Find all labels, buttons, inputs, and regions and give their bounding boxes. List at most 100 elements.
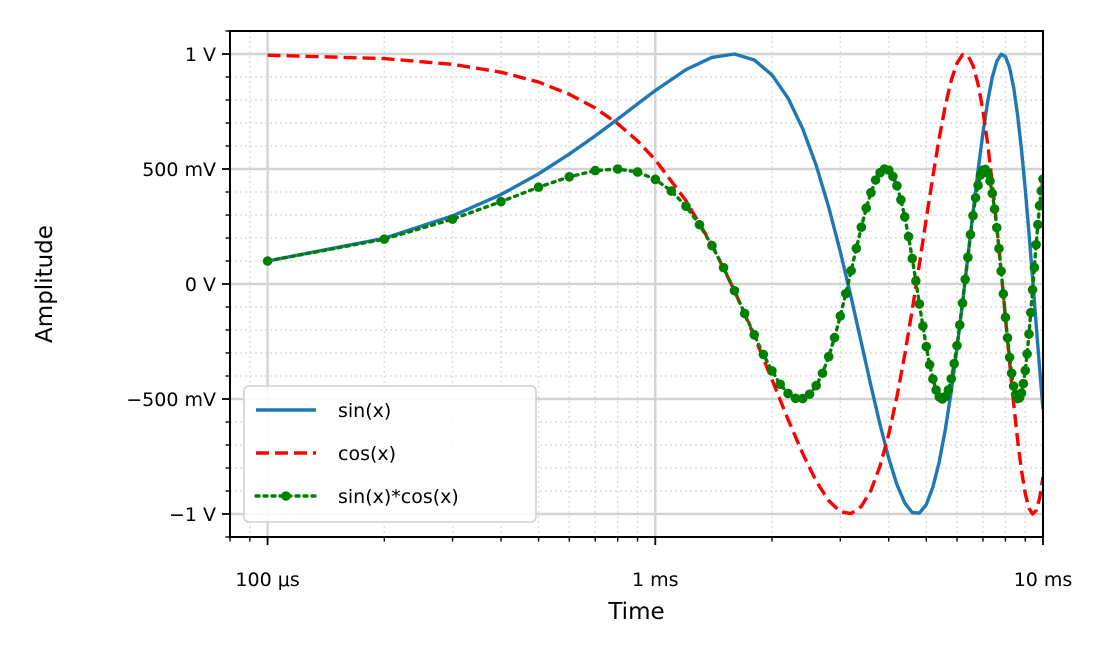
series-marker — [846, 265, 856, 276]
series-marker — [1025, 307, 1036, 318]
series-marker — [991, 222, 1002, 233]
y-axis-title: Amplitude — [32, 225, 58, 343]
series-marker — [650, 174, 661, 185]
series-marker — [739, 308, 750, 319]
series-marker — [952, 340, 962, 351]
series-marker — [379, 234, 390, 244]
x-tick-label: 1 ms — [632, 569, 679, 591]
series-marker — [612, 164, 623, 174]
series-marker — [817, 368, 828, 379]
series-marker — [911, 276, 921, 286]
series-marker — [892, 180, 902, 191]
series-marker — [957, 298, 968, 308]
series-marker — [681, 201, 691, 212]
series-marker — [907, 253, 918, 264]
series-marker — [1033, 219, 1043, 230]
series-marker — [1018, 378, 1029, 389]
legend: sin(x) cos(x) sin(x)*cos(x) — [243, 385, 537, 523]
series-marker — [496, 196, 506, 207]
series-marker — [866, 187, 876, 198]
series-marker — [694, 219, 705, 230]
series-marker — [1027, 284, 1038, 295]
series-line-3 — [265, 167, 1043, 401]
series-marker — [718, 262, 729, 273]
series-marker — [783, 388, 793, 399]
legend-label-2: cos(x) — [338, 443, 396, 465]
series-marker — [965, 229, 976, 240]
series-marker — [914, 299, 925, 309]
series-marker — [982, 168, 993, 178]
series-marker — [973, 180, 983, 191]
series-marker — [790, 393, 801, 404]
series-marker — [758, 349, 769, 360]
series-marker — [943, 385, 954, 395]
series-marker — [921, 341, 932, 352]
series-marker — [804, 389, 815, 399]
series-marker — [1000, 312, 1011, 323]
series-marker — [829, 332, 840, 343]
series-marker — [1029, 262, 1040, 273]
series-marker — [1034, 200, 1043, 211]
legend-swatch-marker — [281, 491, 291, 501]
series-marker — [811, 380, 821, 391]
series-marker — [564, 172, 575, 182]
series-marker — [989, 204, 1000, 214]
x-tick-label: 10 ms — [1014, 569, 1073, 591]
series-marker — [851, 243, 862, 254]
series-marker — [861, 203, 872, 213]
legend-label-3: sin(x)*cos(x) — [338, 486, 459, 508]
series-marker — [899, 212, 910, 222]
series-marker — [918, 321, 928, 331]
y-tick-label: 0 V — [185, 274, 216, 296]
series-marker — [533, 182, 544, 192]
series-marker — [896, 195, 906, 205]
series-marker — [856, 222, 867, 232]
series-marker — [1008, 381, 1019, 391]
series-marker — [924, 359, 935, 370]
series-marker — [1020, 365, 1031, 376]
series-marker — [632, 167, 643, 177]
series-marker — [835, 311, 846, 321]
series-marker — [888, 171, 898, 182]
series-marker — [1024, 329, 1034, 339]
series-marker — [1022, 349, 1032, 359]
series-marker — [928, 374, 938, 384]
series-marker — [996, 266, 1006, 276]
series-marker — [994, 243, 1004, 254]
y-tick-label: −1 V — [169, 504, 216, 526]
series-marker — [1031, 239, 1041, 250]
y-axis-ticks: 1 V 500 mV 0 V −500 mV −1 V — [126, 30, 230, 538]
series-marker — [1016, 388, 1027, 398]
series-marker — [963, 252, 973, 263]
series-marker — [707, 240, 717, 251]
series-marker — [946, 373, 957, 384]
series-marker — [1036, 186, 1043, 196]
series-marker — [1002, 333, 1013, 343]
series-marker — [840, 288, 851, 299]
series-marker — [767, 366, 777, 376]
series-marker — [870, 175, 881, 185]
x-axis-title: Time — [607, 599, 664, 625]
series-marker — [797, 393, 808, 404]
x-axis-ticks: 100 μs 1 ms 10 ms — [229, 537, 1073, 591]
series-layer — [262, 52, 1043, 516]
series-marker — [447, 214, 458, 224]
series-marker — [262, 256, 273, 266]
series-marker — [749, 330, 760, 340]
series-marker — [998, 289, 1009, 299]
series-marker — [954, 320, 965, 330]
series-marker — [729, 285, 740, 296]
series-marker — [949, 358, 959, 369]
x-tick-label: 100 μs — [235, 569, 299, 591]
series-marker — [903, 231, 914, 242]
series-marker — [666, 186, 677, 196]
series-marker — [823, 351, 834, 362]
series-line-1 — [267, 52, 1043, 515]
y-tick-label: 1 V — [185, 44, 216, 66]
series-marker — [960, 274, 970, 285]
series-marker — [590, 165, 601, 176]
y-tick-label: 500 mV — [142, 159, 216, 181]
